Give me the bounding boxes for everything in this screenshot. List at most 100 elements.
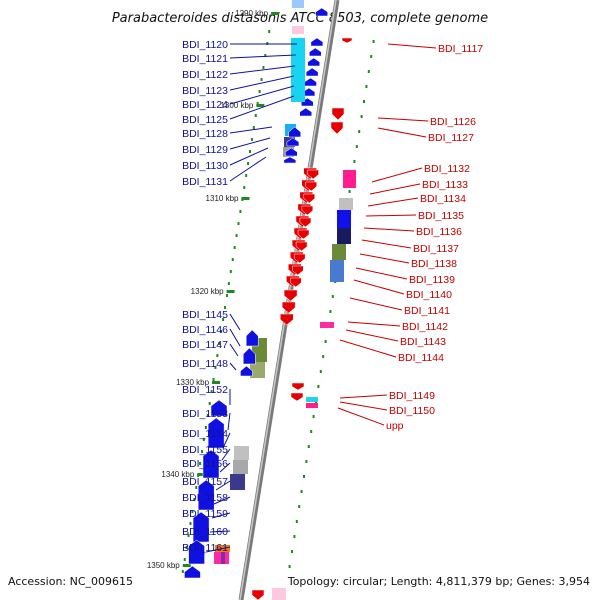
feature-box-cyan — [306, 397, 318, 402]
minor-tick — [206, 414, 209, 417]
minor-tick — [214, 366, 217, 369]
gene-label-left: BDI_1123 — [182, 85, 228, 97]
minor-tick — [293, 535, 296, 538]
leader-line — [347, 321, 401, 327]
leader-line — [377, 117, 429, 122]
gene-label-right: BDI_1138 — [411, 258, 457, 270]
gene-label-left: BDI_1128 — [182, 128, 228, 140]
leader-line — [371, 167, 423, 183]
minor-tick — [262, 66, 265, 69]
leader-line — [229, 65, 296, 75]
minor-tick — [260, 78, 263, 81]
leader-line — [211, 512, 231, 519]
leader-line — [229, 328, 241, 347]
minor-tick — [367, 70, 370, 73]
minor-tick — [204, 426, 207, 429]
leader-line — [229, 75, 295, 91]
accession-text: Accession: NC_009615 — [8, 575, 133, 588]
gene-labels-layer: BDI_1120 BDI_1121 BDI_1122 BDI_1123 BDI_1124… — [182, 39, 483, 554]
scale-tick-label: 1340 kbp — [161, 470, 194, 479]
genome-summary-text: Topology: circular; Length: 4,811,379 bp… — [287, 575, 590, 588]
minor-tick — [195, 486, 198, 489]
minor-tick — [305, 460, 308, 463]
feature-box-steelblue — [330, 260, 344, 282]
reverse-gene-arrow — [292, 265, 304, 276]
major-tick — [241, 197, 250, 200]
gene-label-left: BDI_1159 — [182, 508, 228, 520]
minor-tick — [224, 306, 227, 309]
leader-line — [361, 239, 412, 249]
reverse-gene-arrow — [330, 121, 344, 135]
reverse-gene-arrow — [281, 301, 296, 314]
genome-backbone — [238, 0, 340, 600]
gene-label-left: BDI_1157 — [182, 476, 228, 488]
feature-box-cyan — [285, 124, 296, 136]
reverse-gene-arrow — [299, 217, 312, 228]
feature-box-pink — [272, 588, 286, 600]
leader-line — [229, 147, 269, 166]
minor-tick — [300, 490, 303, 493]
major-tick — [226, 290, 235, 293]
scale-tick-label: 1290 kbp — [235, 9, 268, 18]
minor-tick — [216, 354, 219, 357]
forward-gene-arrow — [285, 147, 298, 157]
gene-label-right: BDI_1135 — [418, 210, 464, 222]
gene-label-left: BDI_1129 — [182, 144, 228, 156]
reverse-gene-arrow — [331, 107, 345, 121]
minor-tick — [237, 222, 240, 225]
gene-label-left: BDI_1124 — [182, 99, 228, 111]
gene-label-left: BDI_1125 — [182, 114, 228, 126]
gene-label-left: BDI_1120 — [182, 39, 228, 51]
gene-label-left: BDI_1131 — [182, 176, 228, 188]
gene-label-right: BDI_1140 — [406, 289, 452, 301]
minor-tick — [355, 145, 358, 148]
leader-line — [369, 183, 421, 195]
forward-gene-arrow — [304, 77, 317, 87]
leader-lines-layer — [205, 43, 437, 553]
leader-line — [221, 448, 231, 461]
minor-tick — [353, 160, 356, 163]
gene-label-left: BDI_1158 — [182, 492, 228, 504]
forward-gene-arrow — [305, 67, 319, 77]
minor-tick — [310, 430, 313, 433]
minor-tick — [187, 534, 190, 537]
leader-line — [229, 343, 239, 357]
minor-tick — [201, 450, 203, 453]
reverse-gene-arrow — [280, 313, 294, 326]
minor-tick — [181, 570, 184, 573]
minor-tick — [208, 402, 211, 405]
leader-line — [387, 43, 437, 49]
scale-tick-label: 1300 kbp — [220, 101, 253, 110]
minor-tick — [189, 522, 192, 525]
leader-line — [353, 279, 405, 295]
reverse-gene-arrow — [301, 205, 314, 216]
minor-tick — [210, 390, 213, 393]
minor-tick — [183, 558, 186, 561]
gene-label-right: BDI_1142 — [402, 321, 448, 333]
gene-label-right: upp — [386, 420, 404, 432]
minor-tick — [312, 415, 315, 418]
minor-tick — [258, 90, 261, 93]
feature-box-gray — [233, 460, 248, 474]
gene-label-left: BDI_1130 — [182, 160, 228, 172]
gene-label-left: BDI_1146 — [182, 324, 228, 336]
minor-tick — [231, 258, 234, 261]
forward-gene-arrow — [283, 156, 297, 164]
leader-line — [229, 85, 295, 105]
gene-label-left: BDI_1121 — [182, 53, 228, 65]
forward-gene-arrow — [188, 539, 205, 565]
minor-tick — [291, 550, 293, 553]
minor-tick — [199, 462, 202, 465]
minor-tick — [298, 505, 301, 508]
reverse-gene-arrow — [290, 392, 304, 402]
minor-tick — [370, 55, 373, 58]
minor-tick — [365, 85, 368, 88]
major-tick — [197, 473, 206, 476]
reverse-gene-arrow — [295, 241, 308, 252]
gene-label-right: BDI_1150 — [389, 405, 435, 417]
forward-gene-arrow — [207, 417, 225, 449]
reverse-gene-arrow — [293, 253, 306, 264]
leader-line — [215, 480, 231, 491]
leader-line — [229, 137, 271, 150]
